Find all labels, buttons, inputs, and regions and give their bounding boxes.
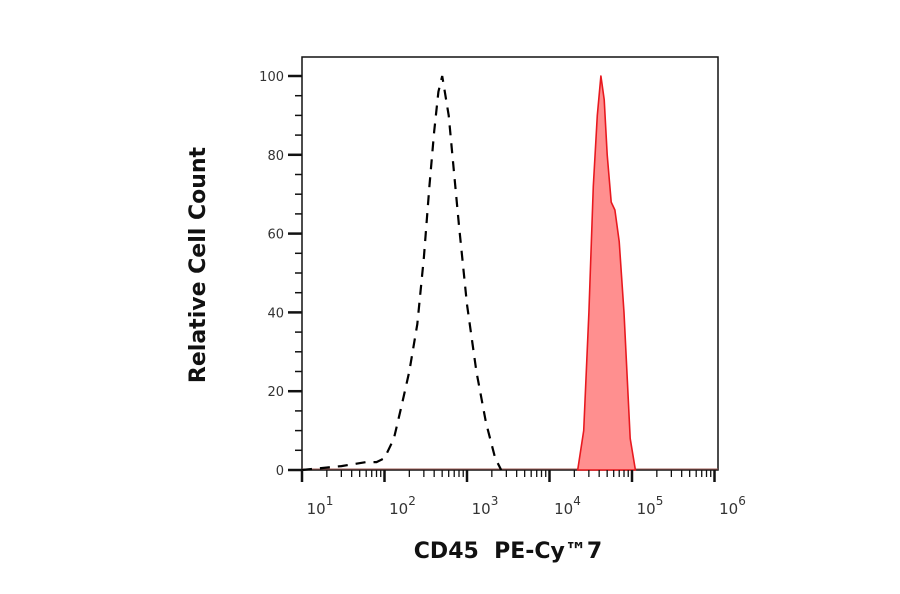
x-tick-label: 103 xyxy=(472,494,499,518)
y-tick-label: 60 xyxy=(267,228,284,243)
y-axis-title: Relative Cell Count xyxy=(186,146,211,383)
y-tick-label: 100 xyxy=(259,70,284,85)
y-tick-label: 40 xyxy=(267,306,284,321)
y-tick-label: 20 xyxy=(267,385,284,400)
plot-frame xyxy=(301,56,719,471)
x-tick-label: 106 xyxy=(719,494,746,518)
stained-histogram xyxy=(576,75,637,471)
plot-border xyxy=(301,56,719,471)
x-tick-label: 104 xyxy=(554,494,581,518)
x-tick-label: 101 xyxy=(307,494,334,518)
x-tick-label: 102 xyxy=(389,494,416,518)
series-layer xyxy=(301,75,718,472)
x-axis: 101 102 103 104 105 106 xyxy=(300,470,746,518)
y-tick-label: 80 xyxy=(267,149,284,164)
isotype-histogram xyxy=(301,75,503,472)
x-axis-title: CD45 PE-Cy™7 xyxy=(414,539,602,564)
x-tick-label: 105 xyxy=(637,494,664,518)
y-tick-label: 0 xyxy=(276,464,284,479)
y-axis: 0 20 40 60 80 100 xyxy=(259,70,302,479)
